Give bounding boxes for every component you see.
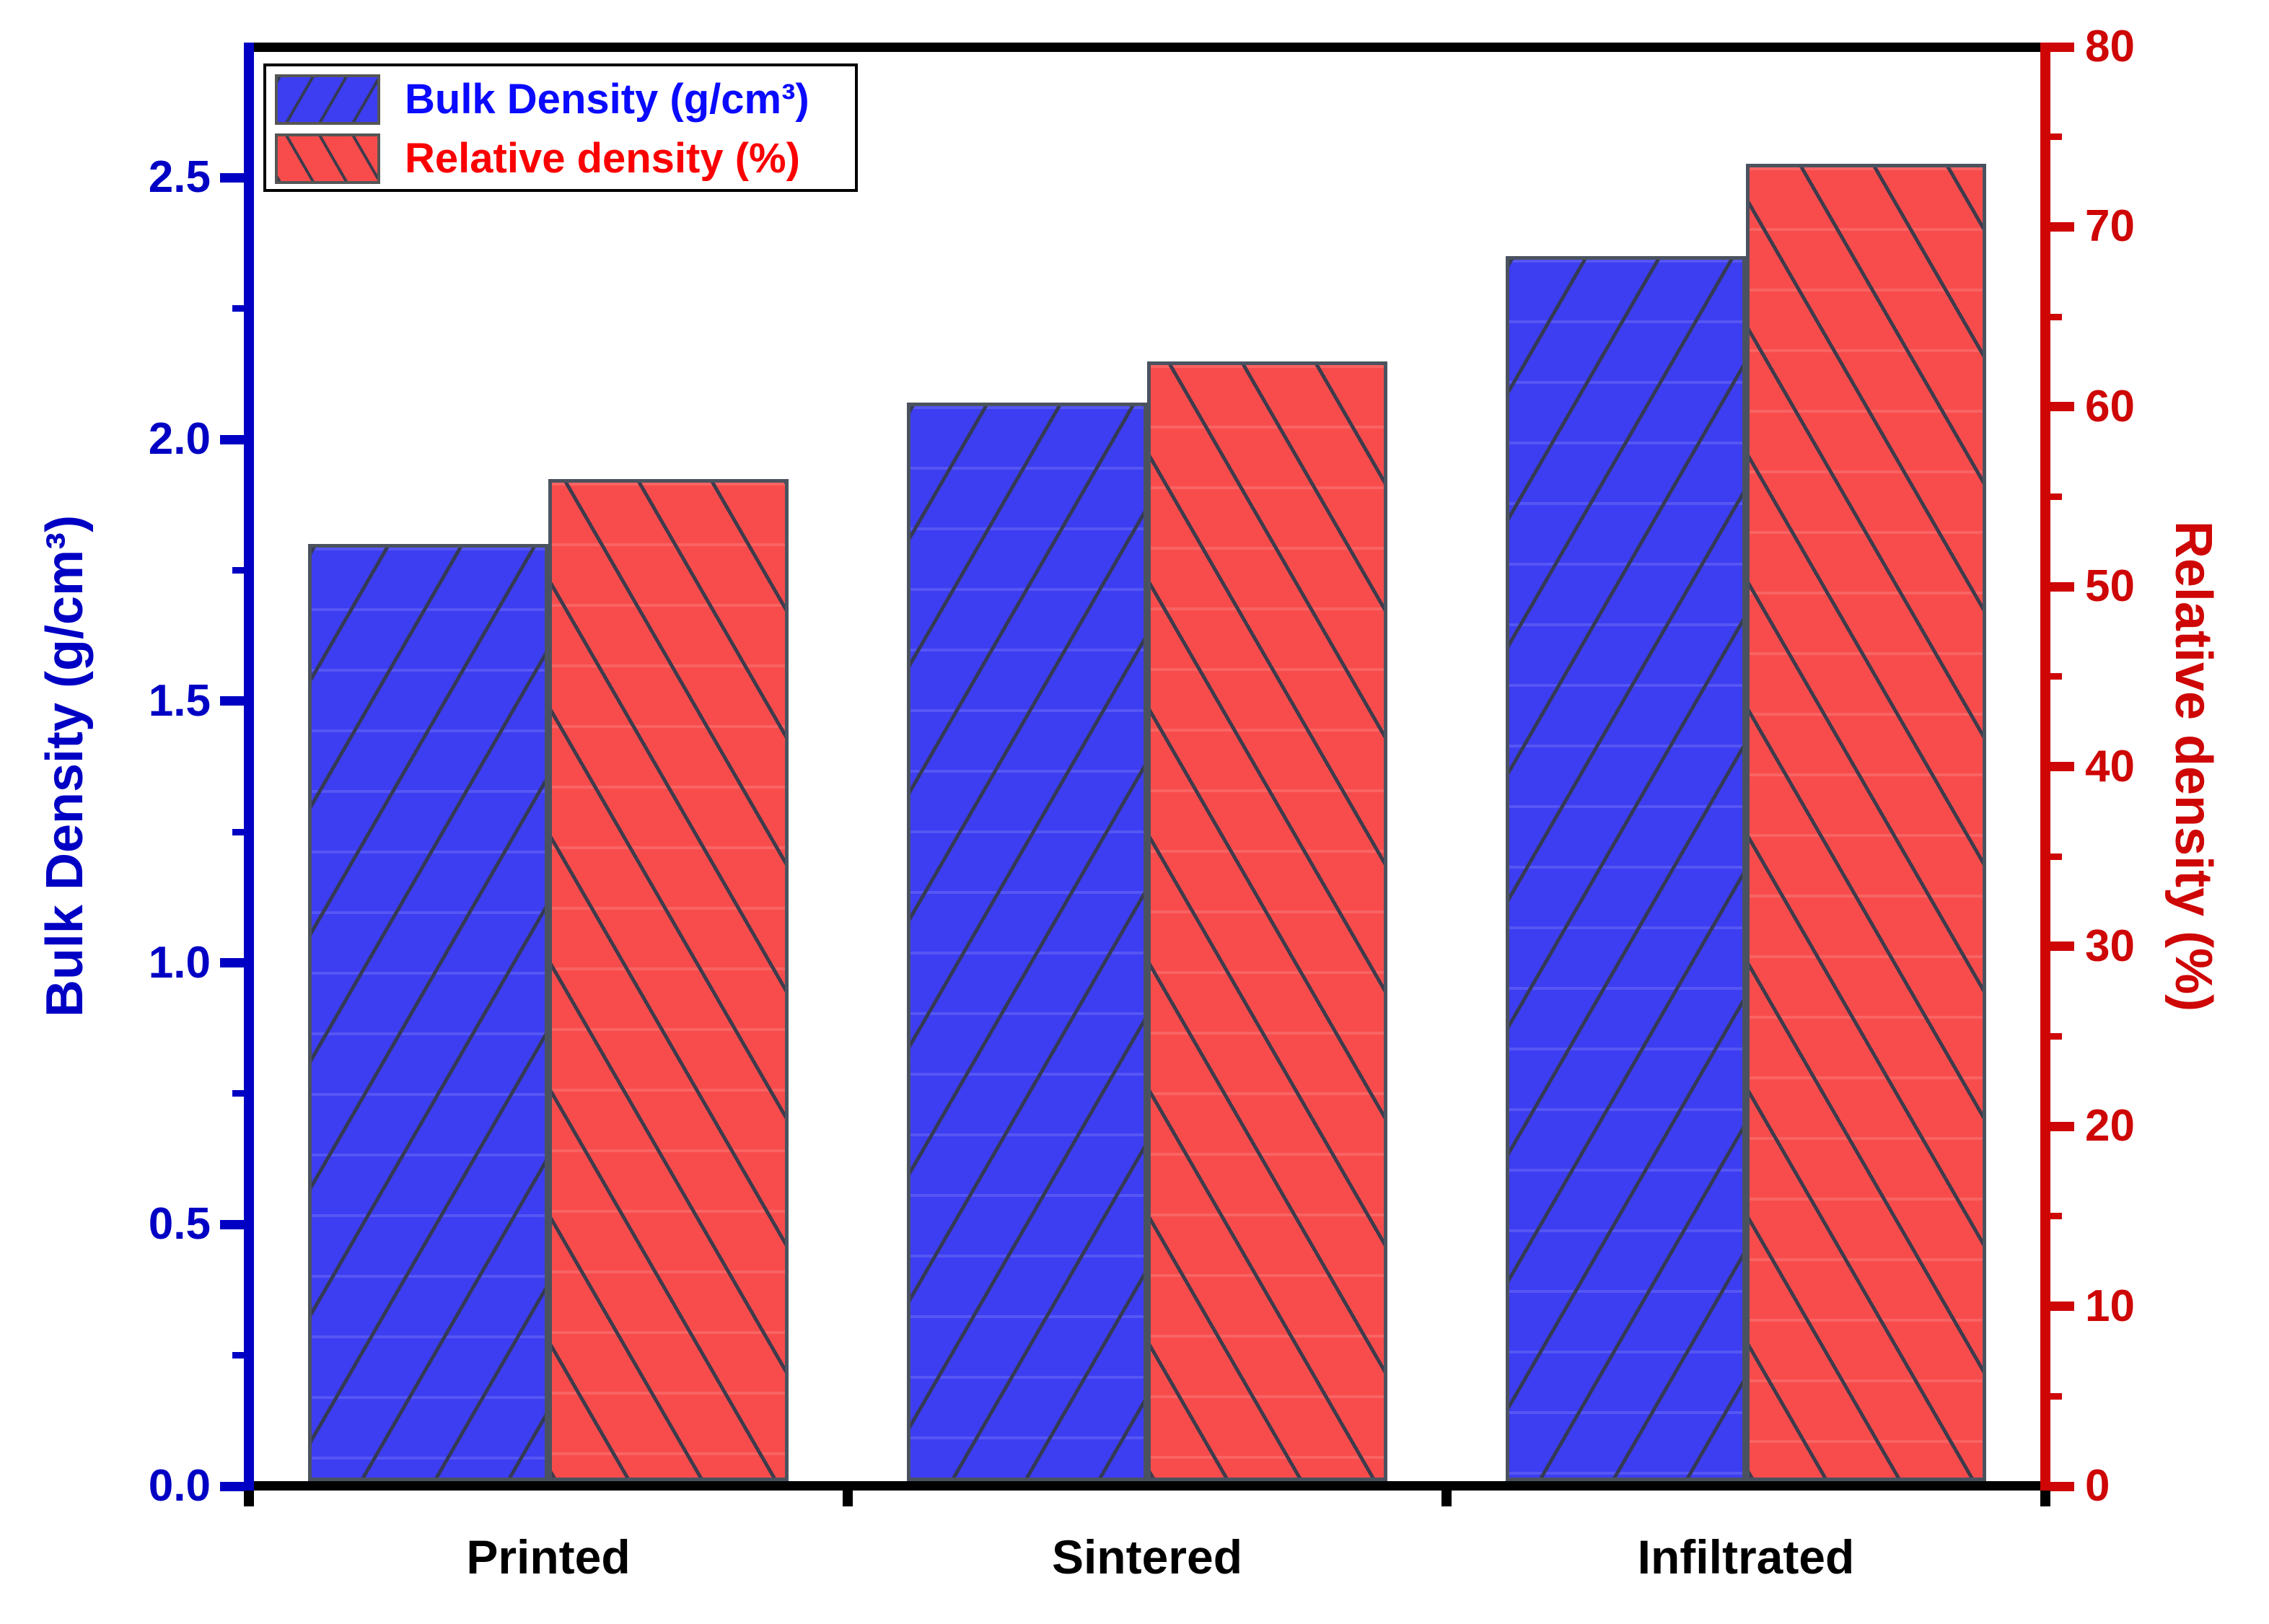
legend-label-relative-density: Relative density (%) bbox=[405, 135, 800, 182]
right-axis-major-tick bbox=[2050, 42, 2074, 52]
right-axis-major-tick bbox=[2050, 1302, 2074, 1312]
right-axis-tick-label: 0 bbox=[2085, 1461, 2110, 1511]
right-axis-tick-label: 30 bbox=[2085, 921, 2135, 971]
bar-relative-density-printed bbox=[548, 478, 789, 1481]
right-axis-major-tick bbox=[2050, 942, 2074, 952]
left-axis-tick-label: 2.5 bbox=[148, 152, 211, 203]
x-axis-tick bbox=[843, 1491, 853, 1506]
x-axis-tick bbox=[2040, 1491, 2050, 1506]
left-axis-tick-label: 1.5 bbox=[148, 675, 211, 726]
left-axis-major-tick bbox=[220, 958, 244, 968]
left-axis-tick-label: 1.0 bbox=[148, 937, 211, 988]
right-axis-minor-tick bbox=[2050, 493, 2062, 500]
left-axis-major-tick bbox=[220, 1481, 244, 1491]
x-category-label-infiltrated: Infiltrated bbox=[1637, 1530, 1855, 1584]
left-y-axis-line bbox=[244, 43, 254, 1491]
right-axis-minor-tick bbox=[2050, 1213, 2062, 1220]
right-y-axis-line bbox=[2040, 43, 2050, 1491]
left-axis-tick-label: 0.5 bbox=[148, 1199, 211, 1250]
bar-relative-density-sintered bbox=[1147, 361, 1387, 1481]
left-axis-major-tick bbox=[220, 1219, 244, 1229]
right-axis-minor-tick bbox=[2050, 853, 2062, 860]
right-axis-major-tick bbox=[2050, 1121, 2074, 1131]
right-axis-minor-tick bbox=[2050, 673, 2062, 680]
right-axis-tick-label: 10 bbox=[2085, 1281, 2135, 1331]
left-axis-minor-tick bbox=[232, 828, 244, 835]
plot-frame-top bbox=[244, 43, 2050, 52]
legend-swatch-relative-density-icon bbox=[275, 133, 380, 184]
right-axis-major-tick bbox=[2050, 402, 2074, 412]
right-axis-tick-label: 70 bbox=[2085, 201, 2135, 252]
right-axis-major-tick bbox=[2050, 762, 2074, 771]
left-axis-tick-label: 2.0 bbox=[148, 414, 211, 465]
legend-label-bulk-density: Bulk Density (g/cm³) bbox=[405, 76, 809, 123]
bar-bulk-density-sintered bbox=[907, 403, 1147, 1481]
legend-swatch-bulk-density-icon bbox=[275, 74, 380, 125]
right-axis-major-tick bbox=[2050, 1481, 2074, 1491]
left-axis-major-tick bbox=[220, 696, 244, 706]
bar-bulk-density-printed bbox=[308, 544, 548, 1481]
right-axis-tick-label: 60 bbox=[2085, 381, 2135, 431]
legend: Bulk Density (g/cm³) Relative density (%… bbox=[263, 63, 858, 192]
legend-item-bulk-density: Bulk Density (g/cm³) bbox=[275, 74, 809, 126]
left-axis-minor-tick bbox=[232, 305, 244, 312]
right-axis-tick-label: 20 bbox=[2085, 1101, 2135, 1151]
right-axis-tick-label: 40 bbox=[2085, 741, 2135, 791]
right-axis-minor-tick bbox=[2050, 1392, 2062, 1400]
right-axis-tick-label: 80 bbox=[2085, 22, 2135, 71]
left-axis-minor-tick bbox=[232, 566, 244, 574]
left-axis-major-tick bbox=[220, 434, 244, 444]
right-axis-major-tick bbox=[2050, 221, 2074, 232]
legend-item-relative-density: Relative density (%) bbox=[275, 133, 800, 185]
left-axis-minor-tick bbox=[232, 1352, 244, 1359]
plot-frame-bottom bbox=[244, 1481, 2050, 1491]
x-category-label-printed: Printed bbox=[466, 1530, 631, 1584]
x-axis-tick bbox=[1441, 1491, 1452, 1506]
left-axis-major-tick bbox=[220, 172, 244, 183]
right-axis-minor-tick bbox=[2050, 313, 2062, 320]
right-axis-major-tick bbox=[2050, 581, 2074, 592]
right-axis-minor-tick bbox=[2050, 133, 2062, 141]
x-axis-tick bbox=[244, 1491, 254, 1506]
left-axis-tick-label: 0.0 bbox=[148, 1461, 211, 1511]
bar-bulk-density-infiltrated bbox=[1506, 256, 1746, 1481]
right-axis-minor-tick bbox=[2050, 1033, 2062, 1040]
left-axis-minor-tick bbox=[232, 1090, 244, 1097]
x-category-label-sintered: Sintered bbox=[1051, 1530, 1243, 1584]
left-axis-title: Bulk Density (g/cm³) bbox=[36, 514, 94, 1018]
bar-relative-density-infiltrated bbox=[1746, 164, 1986, 1481]
right-axis-tick-label: 50 bbox=[2085, 561, 2135, 612]
